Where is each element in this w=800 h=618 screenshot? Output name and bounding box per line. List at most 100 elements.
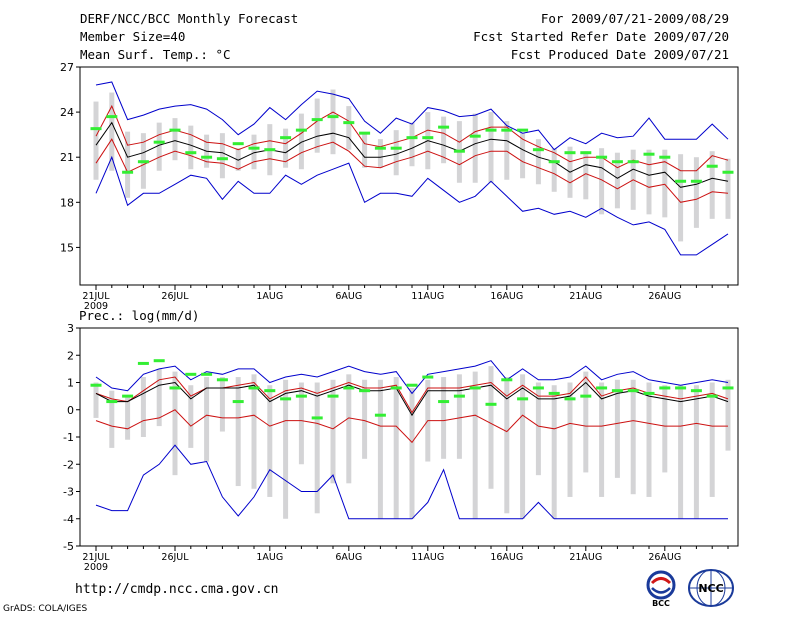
spread-bar: [393, 377, 399, 519]
bcc-logo: BCC: [646, 570, 676, 608]
spread-bar: [646, 382, 652, 497]
observed-marker: [627, 160, 639, 164]
ensemble-mean-line: [95, 381, 729, 417]
spread-bar: [583, 151, 589, 200]
observed-marker: [532, 386, 544, 390]
y-tick-label: 15: [60, 241, 74, 254]
x-tick-label: 21AUG: [569, 291, 602, 302]
x-tick-label: 11AUG: [411, 291, 444, 302]
x-year-label: 2009: [84, 301, 108, 312]
spread-bar: [362, 379, 368, 459]
spread-bar: [377, 379, 383, 519]
observed-marker: [453, 149, 465, 153]
spread-bar: [125, 396, 131, 440]
observed-marker: [216, 378, 228, 382]
x-tick-label: 6AUG: [335, 552, 362, 563]
observed-marker: [438, 125, 450, 129]
observed-marker: [722, 170, 734, 174]
observed-marker: [517, 397, 529, 401]
forecast-period: For 2009/07/21-2009/08/29: [540, 11, 729, 26]
observed-marker: [580, 394, 592, 398]
y-tick-label: 3: [67, 322, 74, 335]
spread-bar: [298, 113, 304, 170]
forecast-produced-date: Fcst Produced Date 2009/07/21: [510, 47, 729, 62]
observed-marker: [722, 386, 734, 390]
observed-marker: [390, 386, 402, 390]
ensemble-mean-line: [95, 121, 729, 188]
observed-marker: [485, 128, 497, 132]
observed-marker: [596, 386, 608, 390]
spread-bar: [283, 379, 289, 519]
spread-bar: [125, 131, 131, 198]
lower-inner-line: [95, 409, 728, 444]
variable-label: Mean Surf. Temp.: °C: [80, 47, 231, 62]
spread-bar: [172, 371, 178, 476]
observed-marker: [264, 148, 276, 152]
source-url[interactable]: http://cmdp.ncc.cma.gov.cn: [75, 582, 279, 597]
spread-bar: [93, 382, 99, 418]
observed-marker: [706, 394, 718, 398]
observed-marker: [264, 389, 276, 393]
spread-bar: [251, 374, 257, 489]
spread-bar: [472, 113, 478, 183]
observed-marker: [643, 152, 655, 156]
spread-bar: [393, 130, 399, 176]
observed-marker: [643, 391, 655, 395]
spread-bar: [662, 149, 668, 218]
spread-bar: [267, 385, 273, 497]
y-tick-label: 1: [67, 377, 74, 390]
observed-marker: [659, 386, 671, 390]
temperature-panel: 15 18 21 24 27 21JUL 26JUL 1AUG 6AUG 11AUG 16AUG 21…: [60, 61, 739, 312]
y-tick-label: 18: [60, 196, 74, 209]
spread-bar: [346, 106, 352, 150]
spread-bar: [109, 390, 115, 448]
spread-bar: [314, 382, 320, 514]
observed-marker: [501, 378, 513, 382]
observed-marker: [690, 389, 702, 393]
observed-marker: [517, 128, 529, 132]
spread-bar: [109, 92, 115, 171]
observed-marker: [438, 400, 450, 404]
y-tick-label: 27: [60, 61, 74, 74]
spread-bar: [156, 368, 162, 427]
observed-marker: [185, 372, 197, 376]
observed-marker: [201, 155, 213, 159]
spread-bar: [235, 377, 241, 487]
observed-marker: [122, 170, 134, 174]
spread-bar: [551, 385, 557, 519]
observed-marker: [122, 394, 134, 398]
observed-marker: [153, 359, 165, 363]
observed-marker: [327, 394, 339, 398]
observed-marker: [406, 383, 418, 387]
observed-marker: [137, 160, 149, 164]
spread-bar: [188, 125, 194, 170]
observed-marker: [169, 386, 181, 390]
spread-bar: [298, 382, 304, 465]
observed-marker: [596, 155, 608, 159]
member-size: Member Size=40: [80, 29, 186, 44]
observed-marker: [90, 383, 102, 387]
y-tick-label: 21: [60, 151, 74, 164]
y-tick-label: 24: [60, 106, 74, 119]
observed-marker: [453, 394, 465, 398]
spread-bar: [551, 148, 557, 192]
observed-marker: [422, 375, 434, 379]
spread-bar: [330, 379, 336, 484]
spread-bar: [219, 377, 225, 432]
observed-marker: [248, 386, 260, 390]
x-tick-label: 21JUL: [82, 291, 110, 302]
spread-bar: [709, 382, 715, 497]
observed-marker: [106, 400, 118, 404]
observed-marker: [106, 115, 118, 119]
x-tick-label: 11AUG: [411, 552, 444, 563]
spread-bar: [441, 116, 447, 164]
spread-bar: [251, 134, 257, 170]
minimum-line: [95, 155, 729, 256]
spread-bar: [504, 121, 510, 180]
x-tick-label: 26AUG: [648, 291, 681, 302]
spread-bar: [535, 139, 541, 185]
spread-bar: [678, 154, 684, 242]
spread-bar: [235, 148, 241, 171]
spread-bar: [441, 377, 447, 459]
spread-bar: [156, 122, 162, 171]
